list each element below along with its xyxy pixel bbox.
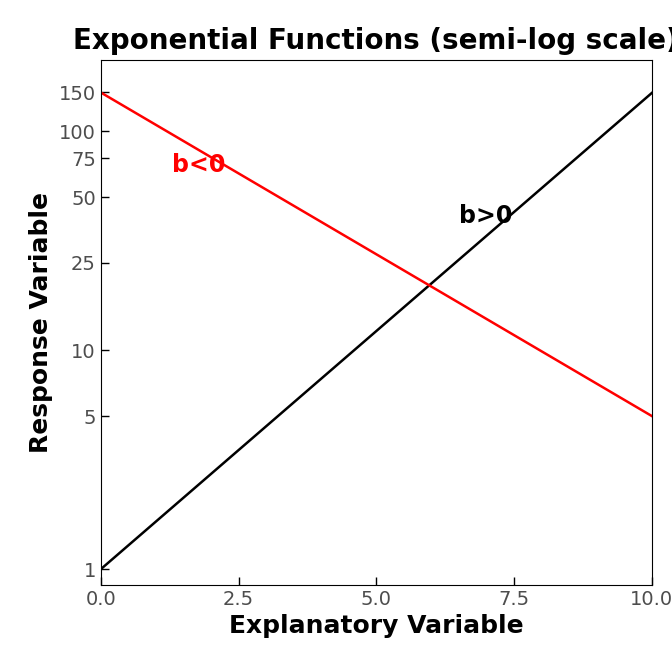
Y-axis label: Response Variable: Response Variable: [30, 192, 53, 453]
Text: b>0: b>0: [459, 204, 512, 228]
Text: b<0: b<0: [173, 153, 226, 177]
Title: Exponential Functions (semi-log scale): Exponential Functions (semi-log scale): [73, 28, 672, 55]
X-axis label: Explanatory Variable: Explanatory Variable: [229, 614, 523, 638]
